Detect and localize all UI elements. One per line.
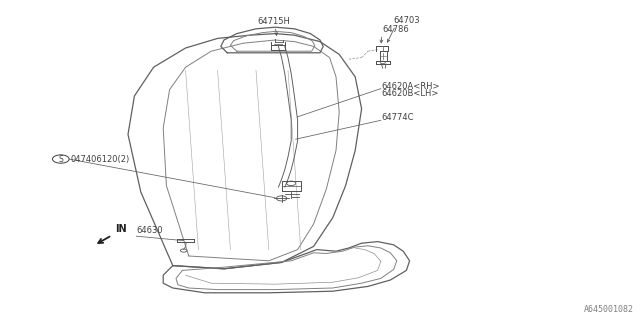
Text: 64630: 64630 [136, 226, 163, 235]
Text: 64786: 64786 [383, 25, 410, 34]
Text: 047406120(2): 047406120(2) [70, 155, 130, 164]
Text: 64703: 64703 [394, 16, 420, 25]
Text: 64620B<LH>: 64620B<LH> [381, 89, 439, 98]
Text: 64774C: 64774C [381, 113, 414, 122]
Text: A645001082: A645001082 [584, 305, 634, 314]
Text: S: S [58, 155, 63, 164]
Text: 64715H: 64715H [257, 17, 290, 26]
Text: IN: IN [115, 224, 127, 234]
Text: 64620A<RH>: 64620A<RH> [381, 82, 440, 91]
